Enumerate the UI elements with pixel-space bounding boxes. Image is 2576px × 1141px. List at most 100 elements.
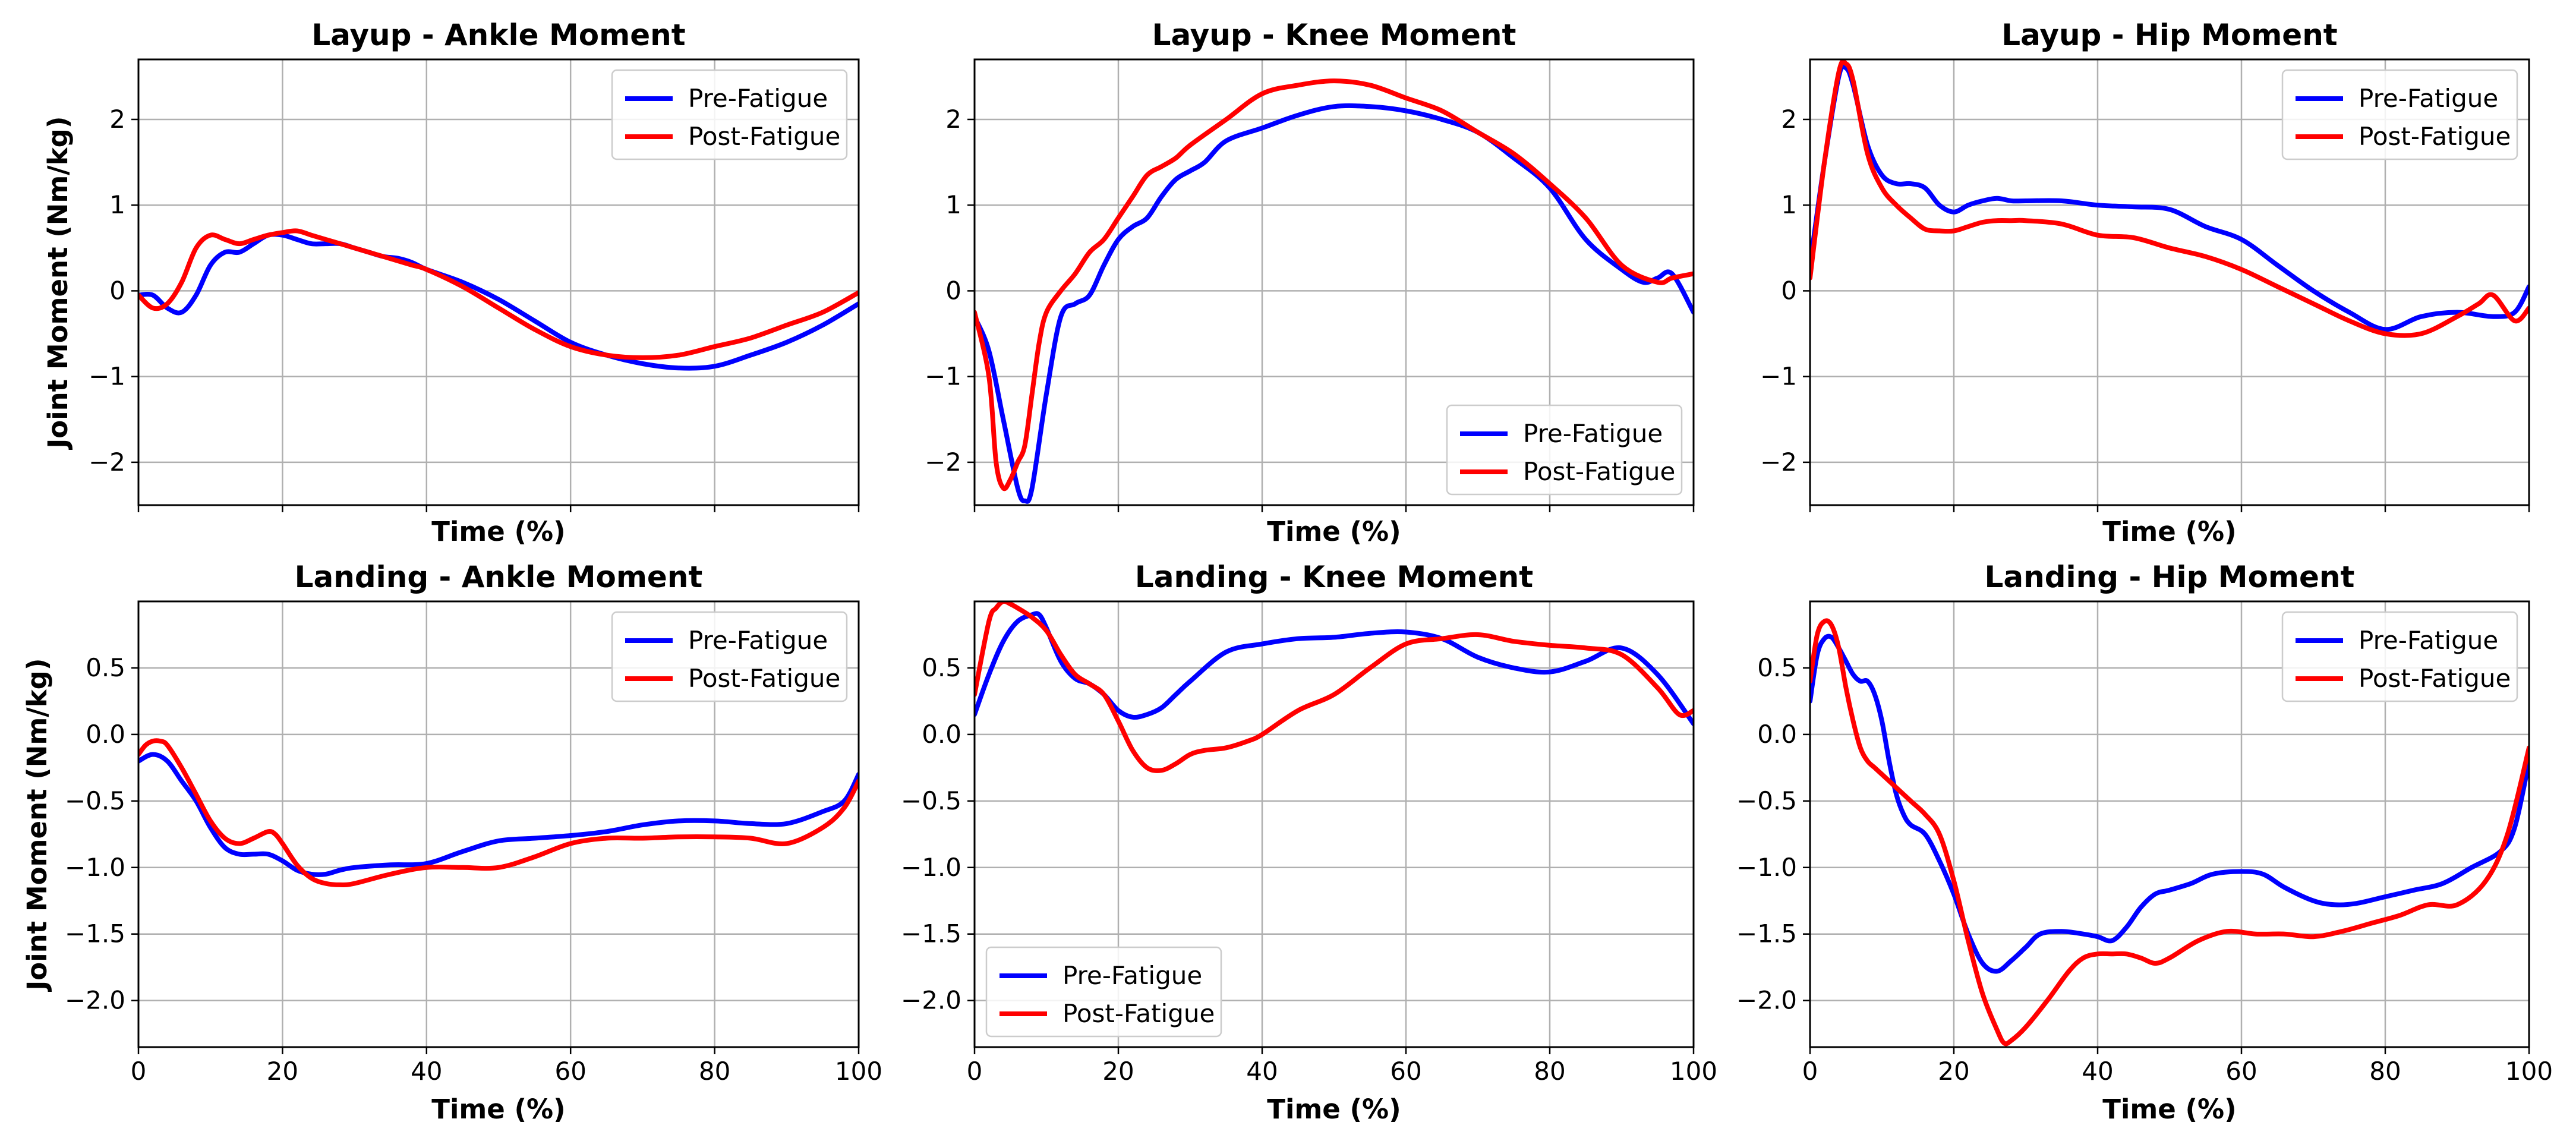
y-tick-label: 0.0 <box>1757 720 1797 749</box>
legend-label: Pre-Fatigue <box>688 626 828 655</box>
series-line-pre-fatigue <box>138 752 859 877</box>
y-tick-label: −2 <box>89 447 125 477</box>
series-line-post-fatigue <box>1810 618 2529 1047</box>
x-axis-label: Time (%) <box>431 516 565 547</box>
y-tick-label: −2.0 <box>1736 986 1797 1015</box>
y-tick-label: −1.5 <box>65 919 125 948</box>
y-tick-label: −1.0 <box>1736 853 1797 882</box>
y-tick-label: 0.5 <box>86 653 125 682</box>
axes-frame <box>1809 600 2530 1048</box>
x-tick-label: 80 <box>1534 1057 1565 1086</box>
x-axis-label: Time (%) <box>1267 1093 1401 1125</box>
legend: Pre-Fatigue Post-Fatigue <box>2281 611 2518 702</box>
y-tick-label: −1.0 <box>901 853 961 882</box>
axes-frame <box>973 600 1695 1048</box>
x-tick-label: 80 <box>699 1057 730 1086</box>
legend: Pre-Fatigue Post-Fatigue <box>611 69 848 160</box>
legend-label: Pre-Fatigue <box>1062 961 1202 990</box>
series-line-pre-fatigue <box>975 611 1694 726</box>
chart-title: Layup - Ankle Moment <box>311 18 685 52</box>
chart-panel-2: −2 −1 0 1 2 Layup - Knee Moment Time (%) Pre-Fa… <box>925 18 1695 547</box>
legend-label: Post-Fatigue <box>688 122 840 151</box>
series-line-post-fatigue <box>138 228 859 360</box>
axes-frame <box>137 58 860 506</box>
x-tick-label: 100 <box>2505 1057 2553 1086</box>
y-tick-label: −1.0 <box>65 853 125 882</box>
legend-label: Pre-Fatigue <box>688 84 828 113</box>
x-tick-label: 60 <box>2225 1057 2257 1086</box>
y-tick-label: 0 <box>1781 276 1797 305</box>
x-tick-label: 80 <box>2369 1057 2401 1086</box>
x-tick-label: 20 <box>267 1057 298 1086</box>
series-line-post-fatigue <box>975 78 1694 491</box>
y-tick-label: 1 <box>945 190 961 219</box>
x-tick-label: 0 <box>131 1057 147 1086</box>
x-axis-label: Time (%) <box>2102 516 2236 547</box>
y-tick-label: 2 <box>109 105 125 134</box>
x-tick-label: 40 <box>1246 1057 1278 1086</box>
series-line-post-fatigue <box>975 601 1694 773</box>
y-axis-label: Joint Moment (Nm/kg) <box>21 658 53 992</box>
x-axis-label: Time (%) <box>2102 1093 2236 1125</box>
series-line-post-fatigue <box>1810 59 2529 338</box>
x-tick-label: 60 <box>1390 1057 1421 1086</box>
y-tick-label: 0.0 <box>86 720 125 749</box>
y-tick-label: 0 <box>109 276 125 305</box>
y-tick-label: 1 <box>109 190 125 219</box>
series-line-pre-fatigue <box>975 103 1694 504</box>
chart-panel-1: −2 −1 0 1 2 Layup - Ankle Moment Time (%) Joint… <box>42 18 860 547</box>
y-tick-label: −1 <box>1760 362 1797 391</box>
legend-label: Pre-Fatigue <box>2359 626 2498 655</box>
legend: Pre-Fatigue Post-Fatigue <box>985 946 1222 1038</box>
y-tick-label: 2 <box>1781 105 1797 134</box>
chart-title: Layup - Knee Moment <box>1152 18 1516 52</box>
x-tick-label: 0 <box>967 1057 983 1086</box>
x-tick-label: 100 <box>835 1057 882 1086</box>
y-tick-label: 1 <box>1781 190 1797 219</box>
y-tick-label: 0.5 <box>1757 653 1797 682</box>
legend-label: Post-Fatigue <box>2359 664 2511 693</box>
series-line-post-fatigue <box>138 738 859 887</box>
chart-panel-5: 0 20 40 60 80 100 −2.0 −1.5 −1.0 −0.5 0.0 0.5 Landin… <box>901 560 1717 1125</box>
y-tick-label: 0 <box>945 276 961 305</box>
y-tick-label: 2 <box>945 105 961 134</box>
x-tick-label: 20 <box>1102 1057 1134 1086</box>
legend: Pre-Fatigue Post-Fatigue <box>2281 69 2518 160</box>
y-tick-label: −2 <box>925 447 961 477</box>
x-tick-label: 0 <box>1802 1057 1818 1086</box>
legend-label: Post-Fatigue <box>2359 122 2511 151</box>
series-line-pre-fatigue <box>1810 633 2529 974</box>
chart-panel-3: −2 −1 0 1 2 Layup - Hip Moment Time (%) Pre-Fat… <box>1760 18 2530 547</box>
y-tick-label: −1.5 <box>901 919 961 948</box>
x-tick-label: 100 <box>1670 1057 1717 1086</box>
axes-frame <box>973 58 1695 506</box>
y-tick-label: −2.0 <box>65 986 125 1015</box>
x-tick-label: 40 <box>2082 1057 2113 1086</box>
chart-title: Landing - Knee Moment <box>1135 560 1533 594</box>
chart-title: Landing - Ankle Moment <box>295 560 703 594</box>
legend: Pre-Fatigue Post-Fatigue <box>1446 404 1683 496</box>
y-tick-label: −2.0 <box>901 986 961 1015</box>
chart-panel-6: 0 20 40 60 80 100 −2.0 −1.5 −1.0 −0.5 0.0 0.5 Landin… <box>1736 560 2553 1125</box>
y-axis-label: Joint Moment (Nm/kg) <box>42 116 74 450</box>
y-tick-label: −0.5 <box>901 786 961 815</box>
legend-label: Post-Fatigue <box>1523 457 1675 486</box>
axes-frame <box>137 600 860 1048</box>
x-tick-label: 40 <box>411 1057 442 1086</box>
legend: Pre-Fatigue Post-Fatigue <box>611 611 848 702</box>
y-tick-label: −1 <box>925 362 961 391</box>
y-tick-label: −1.5 <box>1736 919 1797 948</box>
x-axis-label: Time (%) <box>1267 516 1401 547</box>
y-tick-label: 0.5 <box>922 653 961 682</box>
legend-label: Pre-Fatigue <box>2359 84 2498 113</box>
y-tick-label: −0.5 <box>65 786 125 815</box>
legend-label: Post-Fatigue <box>688 664 840 693</box>
axes-frame <box>1809 58 2530 506</box>
x-axis-label: Time (%) <box>431 1093 565 1125</box>
series-line-pre-fatigue <box>138 232 859 371</box>
x-tick-label: 60 <box>554 1057 586 1086</box>
y-tick-label: −1 <box>89 362 125 391</box>
chart-title: Layup - Hip Moment <box>2001 18 2337 52</box>
y-tick-label: 0.0 <box>922 720 961 749</box>
